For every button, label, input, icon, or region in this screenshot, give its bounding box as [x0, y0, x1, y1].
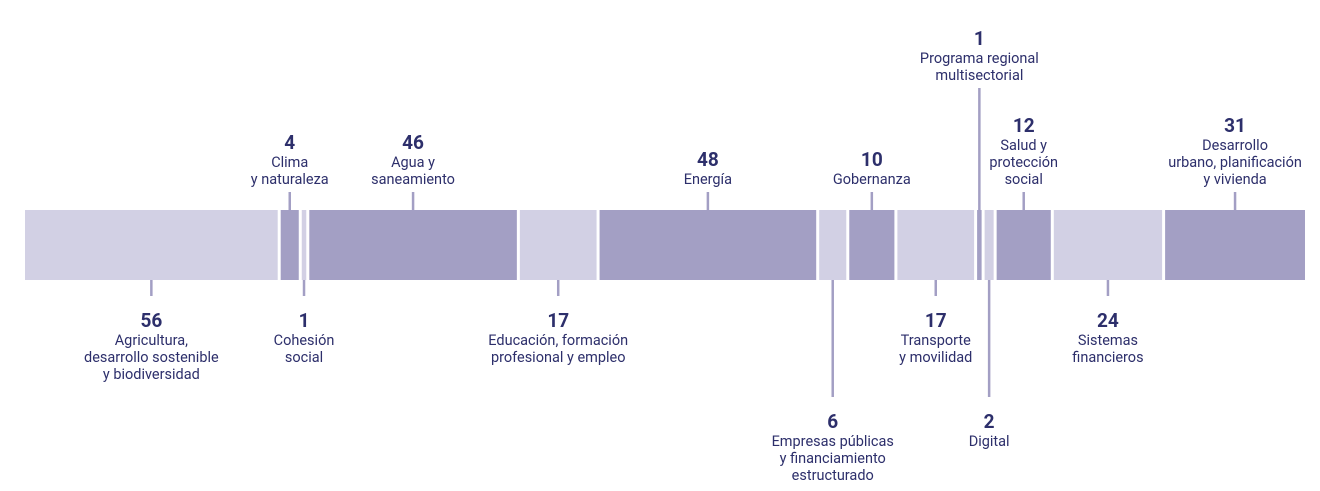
- value-label: 4: [284, 131, 295, 154]
- segment: [897, 210, 975, 280]
- segment: [849, 210, 895, 280]
- value-label: 1: [299, 309, 310, 332]
- segment: [819, 210, 847, 280]
- category-label: Empresas públicas: [772, 433, 894, 450]
- value-label: 46: [402, 131, 424, 154]
- category-label: social: [1005, 171, 1043, 188]
- value-label: 10: [861, 148, 883, 171]
- category-label: Cohesión: [274, 332, 335, 349]
- category-label: Energía: [684, 171, 732, 188]
- category-label: y naturaleza: [251, 171, 329, 188]
- value-label: 48: [697, 148, 719, 171]
- segment: [984, 210, 994, 280]
- category-label: profesional y empleo: [491, 349, 626, 366]
- segment: [301, 210, 307, 280]
- segment: [519, 210, 597, 280]
- segment: [1165, 210, 1305, 280]
- category-label: Sistemas: [1078, 332, 1138, 349]
- category-label: desarrollo sostenible: [84, 349, 219, 366]
- category-label: Agricultura,: [115, 332, 188, 349]
- category-label: Desarrollo: [1202, 137, 1268, 154]
- category-label: Gobernanza: [833, 171, 911, 188]
- value-label: 17: [547, 309, 569, 332]
- category-label: urbano, planificación: [1168, 154, 1302, 171]
- segment: [996, 210, 1051, 280]
- category-label: Educación, formación: [488, 332, 628, 349]
- category-label: Salud y: [1000, 137, 1047, 154]
- segment: [1053, 210, 1163, 280]
- value-label: 12: [1013, 114, 1035, 137]
- category-label: estructurado: [792, 467, 874, 484]
- value-label: 6: [827, 410, 838, 433]
- value-label: 17: [925, 309, 947, 332]
- segment: [280, 210, 299, 280]
- category-label: y financiamiento: [780, 450, 886, 467]
- category-label: Clima: [271, 154, 308, 171]
- category-label: y movilidad: [899, 349, 972, 366]
- value-label: 1: [974, 27, 985, 50]
- category-label: protección: [989, 154, 1058, 171]
- category-label: Transporte: [901, 332, 972, 349]
- category-label: Digital: [969, 433, 1010, 450]
- segment: [309, 210, 517, 280]
- category-label: saneamiento: [371, 171, 455, 188]
- category-label: multisectorial: [935, 67, 1023, 84]
- category-label: Programa regional: [920, 50, 1039, 67]
- segment: [599, 210, 817, 280]
- category-label: social: [285, 349, 323, 366]
- value-label: 56: [140, 309, 162, 332]
- segment: [25, 210, 278, 280]
- value-label: 2: [984, 410, 995, 433]
- category-label: financieros: [1072, 349, 1143, 366]
- category-label: y vivienda: [1203, 171, 1266, 188]
- segment: [977, 210, 982, 280]
- value-label: 24: [1097, 309, 1119, 332]
- category-label: Agua y: [391, 154, 435, 171]
- value-label: 31: [1224, 114, 1246, 137]
- category-label: y biodiversidad: [103, 366, 200, 383]
